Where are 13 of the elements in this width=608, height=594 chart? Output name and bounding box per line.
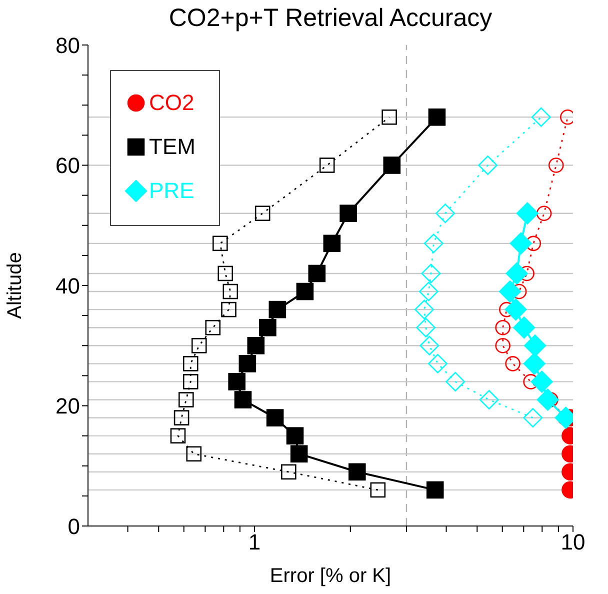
y-tick-label: 0 bbox=[68, 514, 80, 539]
x-tick-label: 1 bbox=[248, 530, 261, 555]
y-tick-label: 80 bbox=[56, 32, 80, 58]
legend-label: PRE bbox=[149, 178, 194, 204]
chart-title: CO2+p+T Retrieval Accuracy bbox=[168, 4, 494, 33]
legend-label: CO2 bbox=[149, 90, 194, 116]
y-tick-label: 60 bbox=[56, 153, 80, 178]
y-axis-title: Altitude bbox=[4, 252, 26, 319]
y-tick-label: 40 bbox=[56, 273, 80, 298]
x-tick-label: 10 bbox=[560, 530, 586, 555]
x-axis-title: Error [% or K] bbox=[270, 565, 392, 587]
y-tick-label: 20 bbox=[56, 394, 80, 419]
legend-label: TEM bbox=[149, 134, 196, 160]
